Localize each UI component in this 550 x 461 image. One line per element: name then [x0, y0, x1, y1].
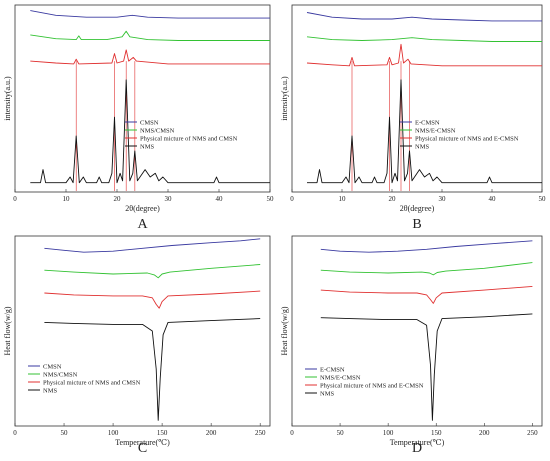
legend-label-physical-micture-of-nms-and-e-cmsn: Physical micture of NMS and E-CMSN [415, 135, 519, 142]
y-axis-label: intensity(a.u.) [3, 76, 12, 121]
series-line-nms [30, 79, 270, 184]
x-tick-label-100: 100 [383, 429, 394, 437]
x-axis-label: 2θ(degree) [125, 204, 160, 213]
legend-label-nms-e-cmsn: NMS/E-CMSN [415, 127, 456, 134]
y-axis-label: intensity(a.u.) [280, 76, 289, 121]
series-line-e-cmsn [320, 240, 533, 253]
x-tick-label-40: 40 [489, 195, 497, 203]
x-tick-label-40: 40 [216, 195, 224, 203]
series-line-e-cmsn [306, 12, 542, 22]
plot-frame [291, 235, 543, 427]
x-tick-label-20: 20 [114, 195, 122, 203]
chart-panel-a: 0 10 20 30 40 50 2θ(degree) intensity(a.u.) CMSN… [3, 4, 275, 232]
x-tick-label-10: 10 [63, 195, 71, 203]
panel-letter-a: A [137, 217, 148, 232]
plot-frame [291, 4, 543, 193]
series-line-physical-micture-of-nms-and-e-cmsn [306, 43, 542, 67]
series-line-nms [320, 313, 533, 421]
legend-label-nms-e-cmsn: NMS/E-CMSN [320, 374, 361, 381]
x-tick-label-30: 30 [165, 195, 173, 203]
x-tick-label-0: 0 [13, 195, 17, 203]
x-tick-label-50: 50 [539, 195, 547, 203]
plot-frame [14, 235, 271, 427]
legend-label-physical-micture-of-nms-and-cmsn: Physical micture of NMS and CMSN [140, 135, 238, 142]
x-tick-label-200: 200 [479, 429, 490, 437]
x-tick-label-50: 50 [267, 195, 275, 203]
series-line-nms [44, 318, 261, 421]
series-line-nms-cmsn [44, 264, 261, 279]
x-tick-label-30: 30 [439, 195, 447, 203]
y-axis-label: Heat flow(w/g) [280, 306, 289, 355]
series-line-nms [307, 79, 542, 184]
x-tick-label-250: 250 [255, 429, 266, 437]
legend-label-physical-micture-of-nms-and-e-cmsn: Physical micture of NMS and E-CMSN [320, 382, 424, 389]
x-tick-label-50: 50 [61, 429, 69, 437]
series-line-nms-cmsn [30, 30, 270, 41]
x-tick-label-150: 150 [431, 429, 442, 437]
x-tick-label-0: 0 [290, 429, 294, 437]
legend-label-nms: NMS [140, 143, 154, 150]
x-tick-label-200: 200 [206, 429, 217, 437]
y-axis-label: Heat flow(w/g) [3, 306, 12, 355]
panel-letter-d: D [412, 441, 422, 456]
series-line-nms-e-cmsn [320, 262, 533, 276]
chart-panel-d: 0 50 100 150 200 250 Temperature(℃) Heat flow(w… [280, 235, 543, 456]
legend-label-nms: NMS [320, 390, 334, 397]
x-axis-label: Temperature(℃) [115, 438, 170, 447]
x-axis-label: Temperature(℃) [390, 438, 445, 447]
legend-label-nms-cmsn: NMS/CMSN [140, 127, 175, 134]
panel-letter-c: C [138, 441, 147, 456]
series-line-cmsn [30, 10, 270, 19]
legend-label-e-cmsn: E-CMSN [415, 119, 440, 126]
series-line-physical-micture-of-nms-and-cmsn [44, 290, 261, 309]
legend-label-nms-cmsn: NMS/CMSN [43, 371, 78, 378]
x-tick-label-0: 0 [290, 195, 294, 203]
series-line-nms-e-cmsn [306, 36, 542, 42]
x-tick-label-100: 100 [108, 429, 119, 437]
legend-label-nms: NMS [43, 387, 57, 394]
legend-label-cmsn: CMSN [140, 119, 159, 126]
x-axis-label: 2θ(degree) [400, 204, 435, 213]
legend-label-nms: NMS [415, 143, 429, 150]
series-line-cmsn [44, 238, 261, 253]
x-tick-label-20: 20 [389, 195, 397, 203]
chart-panel-c: 0 50 100 150 200 250 Temperature(℃) Heat flow(w… [3, 235, 271, 456]
chart-panel-b: 0 10 20 30 40 50 2θ(degree) intensity(a.u.) E-CM… [280, 4, 547, 232]
x-tick-label-250: 250 [527, 429, 538, 437]
legend-label-physical-micture-of-nms-and-cmsn: Physical micture of NMS and CMSN [43, 379, 141, 386]
series-line-physical-micture-of-nms-and-cmsn [30, 49, 270, 65]
legend-label-e-cmsn: E-CMSN [320, 366, 345, 373]
x-tick-label-150: 150 [157, 429, 168, 437]
series-line-physical-micture-of-nms-and-e-cmsn [320, 285, 533, 304]
panel-letter-b: B [412, 217, 421, 232]
plot-frame [14, 4, 271, 193]
x-tick-label-0: 0 [13, 429, 17, 437]
legend-label-cmsn: CMSN [43, 363, 62, 370]
x-tick-label-50: 50 [337, 429, 345, 437]
x-tick-label-10: 10 [339, 195, 347, 203]
